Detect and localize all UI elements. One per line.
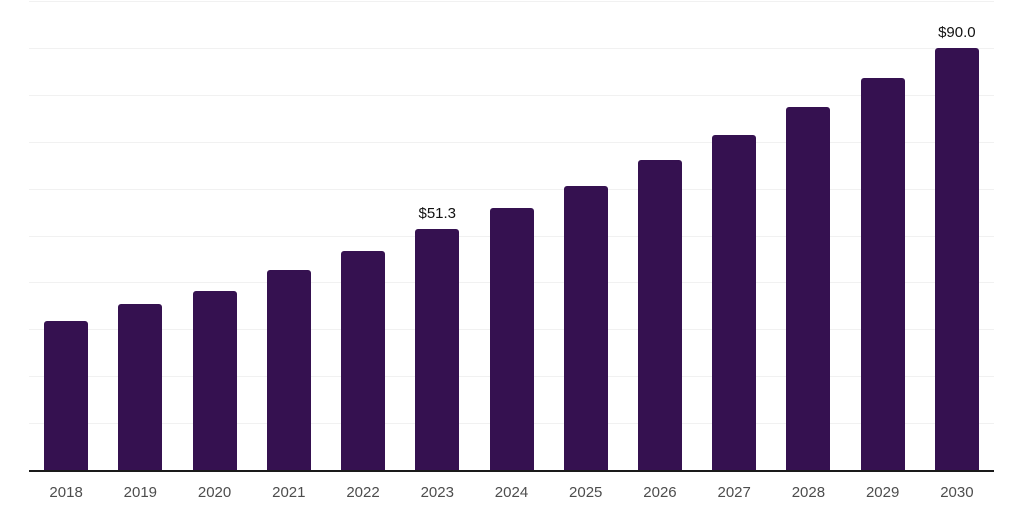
bar-2025 (563, 185, 608, 470)
x-tick-label-2029: 2029 (865, 484, 900, 501)
bar-2022 (341, 251, 386, 470)
x-tick-label-2028: 2028 (791, 484, 826, 501)
bar-2021 (266, 270, 311, 470)
x-tick-label-2025: 2025 (569, 484, 603, 501)
x-tick-label-2026: 2026 (643, 484, 677, 501)
x-tick-label-2022: 2022 (346, 484, 380, 501)
bar-2018 (44, 321, 89, 470)
bar-2030 (934, 47, 979, 470)
bar-2019 (118, 303, 163, 470)
x-axis-line (29, 470, 994, 472)
gridline-60 (29, 188, 994, 190)
gridline-90 (29, 47, 994, 49)
gridline-80 (29, 94, 994, 96)
x-tick-label-2024: 2024 (494, 484, 529, 501)
x-tick-label-2020: 2020 (197, 484, 232, 501)
bar-2023 (415, 229, 460, 470)
bar-2029 (860, 78, 905, 470)
x-tick-label-2019: 2019 (123, 484, 158, 501)
x-tick-label-2027: 2027 (717, 484, 751, 501)
bar-2024 (489, 208, 534, 470)
data-label-2023: $51.3 (418, 205, 457, 223)
x-tick-label-2023: 2023 (420, 484, 454, 501)
bar-2020 (192, 290, 237, 470)
data-label-2030: $90.0 (938, 23, 976, 41)
bar-2028 (786, 107, 831, 470)
x-tick-label-2018: 2018 (49, 484, 83, 501)
bar-2026 (637, 160, 682, 470)
gridline-100 (29, 0, 994, 2)
x-tick-label-2021: 2021 (272, 484, 306, 501)
bar-2027 (712, 134, 757, 470)
x-tick-label-2030: 2030 (940, 484, 974, 501)
gridline-70 (29, 141, 994, 143)
